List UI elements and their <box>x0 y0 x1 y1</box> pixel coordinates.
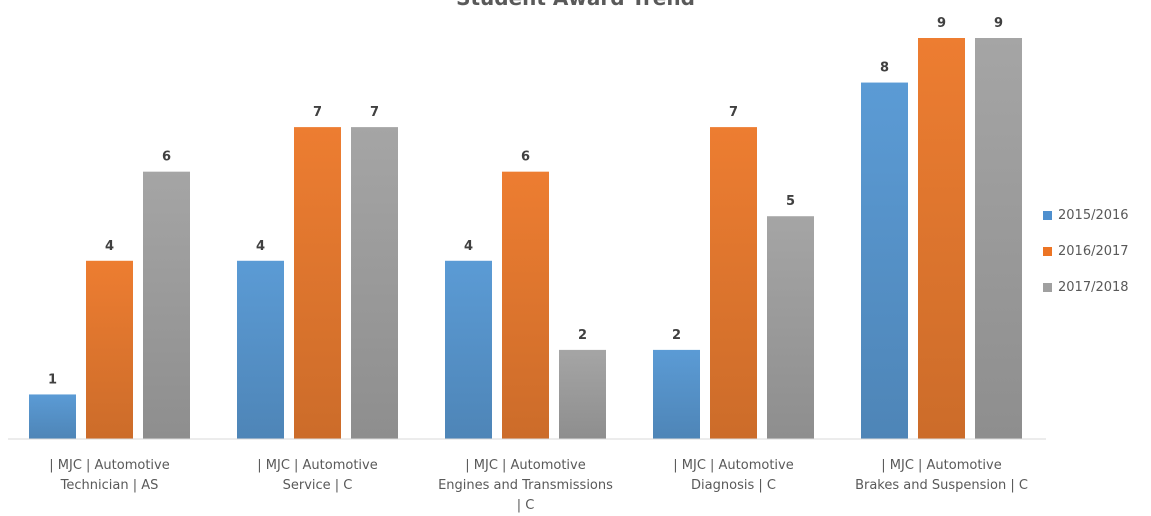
category-label: | MJC | Automotive Service | C <box>257 458 378 493</box>
data-label: 9 <box>994 16 1003 31</box>
data-label: 1 <box>48 372 57 387</box>
bar-series-3-category-4 <box>767 216 814 439</box>
category-label: | MJC | Automotive Engines and Transmissi… <box>438 458 613 513</box>
bar-series-1-category-2 <box>237 260 284 439</box>
category-label: | MJC | Automotive Technician | AS <box>49 458 170 493</box>
data-label: 2 <box>672 328 681 343</box>
bar-series-2-category-2 <box>294 127 341 439</box>
legend-swatch <box>1043 246 1052 256</box>
data-label: 7 <box>729 105 738 120</box>
bar-series-1-category-3 <box>445 260 492 439</box>
bar-series-1-category-5 <box>861 82 908 440</box>
bar-series-3-category-2 <box>351 127 398 439</box>
legend-item-series-2: 2016/2017 <box>1043 233 1129 269</box>
bar-series-3-category-1 <box>143 171 190 439</box>
data-label: 7 <box>370 105 379 120</box>
bar-series-2-category-5 <box>918 38 965 439</box>
data-label: 7 <box>313 105 322 120</box>
legend-swatch <box>1043 282 1052 292</box>
legend-swatch <box>1043 210 1052 220</box>
legend-label: 2016/2017 <box>1058 243 1129 259</box>
legend-item-series-3: 2017/2018 <box>1043 269 1129 305</box>
category-label: | MJC | Automotive Brakes and Suspension … <box>855 458 1028 493</box>
data-label: 4 <box>464 239 473 254</box>
data-label: 6 <box>162 150 171 165</box>
data-label: 8 <box>880 61 889 76</box>
legend-label: 2017/2018 <box>1058 279 1129 295</box>
chart-title: Student Award Trend <box>0 0 1151 10</box>
bar-series-1-category-4 <box>653 349 700 439</box>
data-label: 5 <box>786 194 795 209</box>
data-label: 2 <box>578 328 587 343</box>
legend: 2015/2016 2016/2017 2017/2018 <box>1043 197 1129 305</box>
bar-series-2-category-1 <box>86 260 133 439</box>
bar-series-2-category-3 <box>502 171 549 439</box>
legend-label: 2015/2016 <box>1058 207 1129 223</box>
bar-series-3-category-3 <box>559 349 606 439</box>
bar-series-1-category-1 <box>29 394 76 439</box>
legend-item-series-1: 2015/2016 <box>1043 197 1129 233</box>
data-label: 4 <box>105 239 114 254</box>
bar-series-2-category-4 <box>710 127 757 439</box>
bar-series-3-category-5 <box>975 38 1022 439</box>
data-label: 4 <box>256 239 265 254</box>
category-label: | MJC | Automotive Diagnosis | C <box>673 458 794 493</box>
data-label: 9 <box>937 16 946 31</box>
data-label: 6 <box>521 150 530 165</box>
